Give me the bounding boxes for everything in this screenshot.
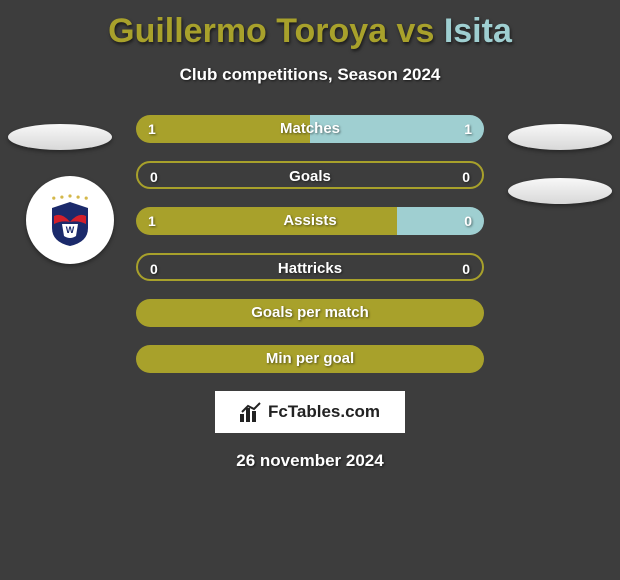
stat-label: Hattricks: [138, 255, 482, 281]
stat-row-goals: Goals0 0: [136, 161, 484, 189]
comparison-title: Guillermo Toroya vs Isita: [0, 0, 620, 51]
date-text: 26 november 2024: [0, 451, 620, 471]
svg-text:W: W: [66, 225, 75, 235]
stat-value-right: 1: [464, 115, 472, 143]
stat-row-hattricks: Hattricks0 0: [136, 253, 484, 281]
stat-value-left: 0: [150, 255, 158, 281]
stat-label: Matches: [136, 115, 484, 143]
club-crest-icon: W: [40, 190, 100, 250]
fctables-watermark: FcTables.com: [215, 391, 405, 433]
player1-avatar-shadow: [8, 124, 112, 150]
fctables-icon: [240, 402, 262, 422]
player2-club-shadow: [508, 178, 612, 204]
player2-avatar-shadow: [508, 124, 612, 150]
player1-club-badge: W: [26, 176, 114, 264]
vs-text: vs: [387, 12, 444, 50]
stat-label: Assists: [136, 207, 484, 235]
stat-row-matches: Matches1 1: [136, 115, 484, 143]
stat-value-left: 1: [148, 207, 156, 235]
player1-name: Guillermo Toroya: [108, 12, 387, 50]
stat-value-left: 1: [148, 115, 156, 143]
stat-row-assists: Assists1 0: [136, 207, 484, 235]
stat-value-left: 0: [150, 163, 158, 189]
stat-label: Goals per match: [136, 299, 484, 327]
subtitle: Club competitions, Season 2024: [0, 65, 620, 85]
stat-label: Min per goal: [136, 345, 484, 373]
player2-name: Isita: [444, 12, 512, 50]
stats-container: Matches11Goals00Assists10Hattricks00Goal…: [136, 115, 484, 373]
stat-value-right: 0: [462, 255, 470, 281]
stat-label: Goals: [138, 163, 482, 189]
fctables-text: FcTables.com: [268, 402, 380, 422]
stat-value-right: 0: [464, 207, 472, 235]
stat-value-right: 0: [462, 163, 470, 189]
stat-row-goals-per-match: Goals per match: [136, 299, 484, 327]
stat-row-min-per-goal: Min per goal: [136, 345, 484, 373]
